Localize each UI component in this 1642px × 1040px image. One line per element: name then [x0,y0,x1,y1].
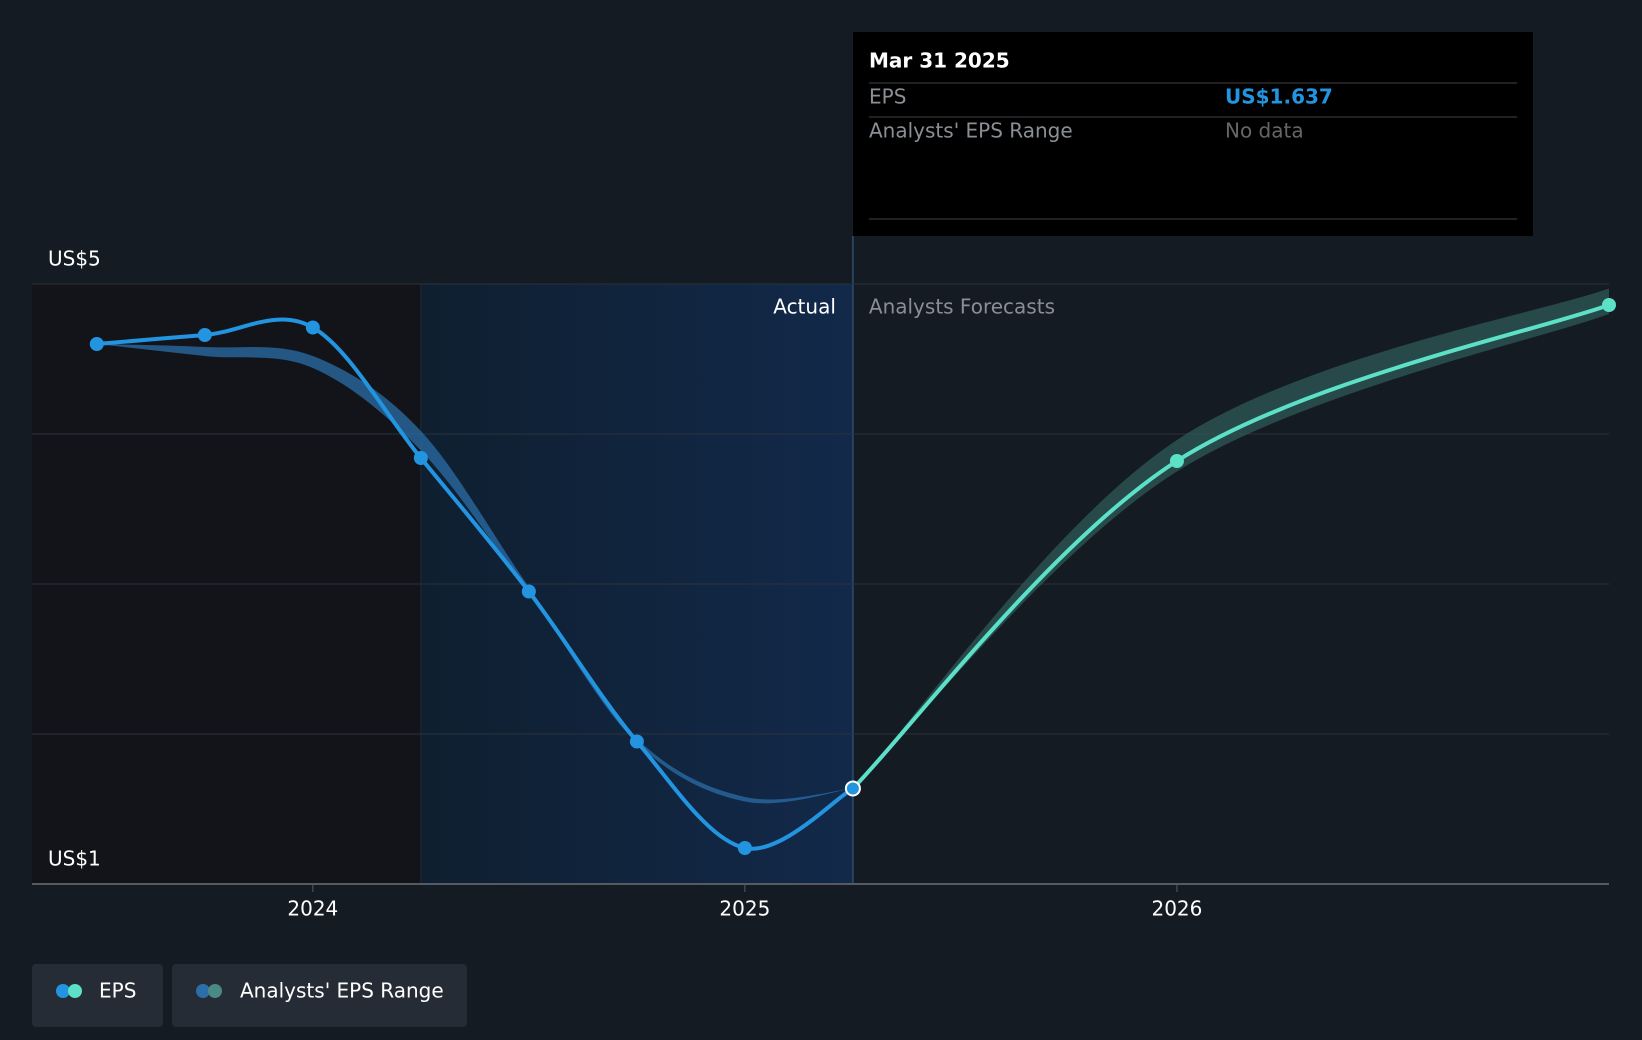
eps-point [1169,454,1184,468]
legend-dot [196,984,210,998]
eps-point [629,734,644,749]
legend-label: EPS [99,979,136,1003]
eps-point [521,584,536,599]
tooltip-value: US$1.637 [1225,85,1333,109]
eps-point [844,780,861,797]
eps-point [1602,298,1616,312]
tooltip-label: Analysts' EPS Range [869,119,1073,143]
eps-point [737,841,752,855]
eps-line [851,303,1610,790]
tooltip-value: No data [1225,119,1304,143]
x-tick-label: 2024 [287,897,338,921]
legend-dot [56,984,70,998]
y-tick-label: US$5 [48,247,101,271]
annotation: Actual [773,295,836,319]
tooltip-label: EPS [869,85,906,109]
tooltip [853,32,1533,236]
legend-item[interactable] [172,964,467,1027]
tooltip-date: Mar 31 2025 [869,49,1010,73]
eps-point [413,451,428,465]
legend-dot [68,984,82,998]
plot [89,288,1616,855]
legend-item[interactable] [32,964,163,1027]
background: US$1 US$5 2024 2025 2026 Actual Analysts Forec… [32,236,1609,921]
range-band [852,288,1609,789]
legend-label: Analysts' EPS Range [240,979,444,1003]
annotation: Analysts Forecasts [869,295,1055,319]
y-tick-label: US$1 [48,847,101,871]
x-tick-label: 2025 [719,897,770,921]
eps-line [96,317,854,851]
legend-dot [208,984,222,998]
eps-point [305,320,320,335]
eps-point [197,328,212,342]
x-tick-label: 2026 [1151,897,1202,921]
eps-point [89,337,104,351]
